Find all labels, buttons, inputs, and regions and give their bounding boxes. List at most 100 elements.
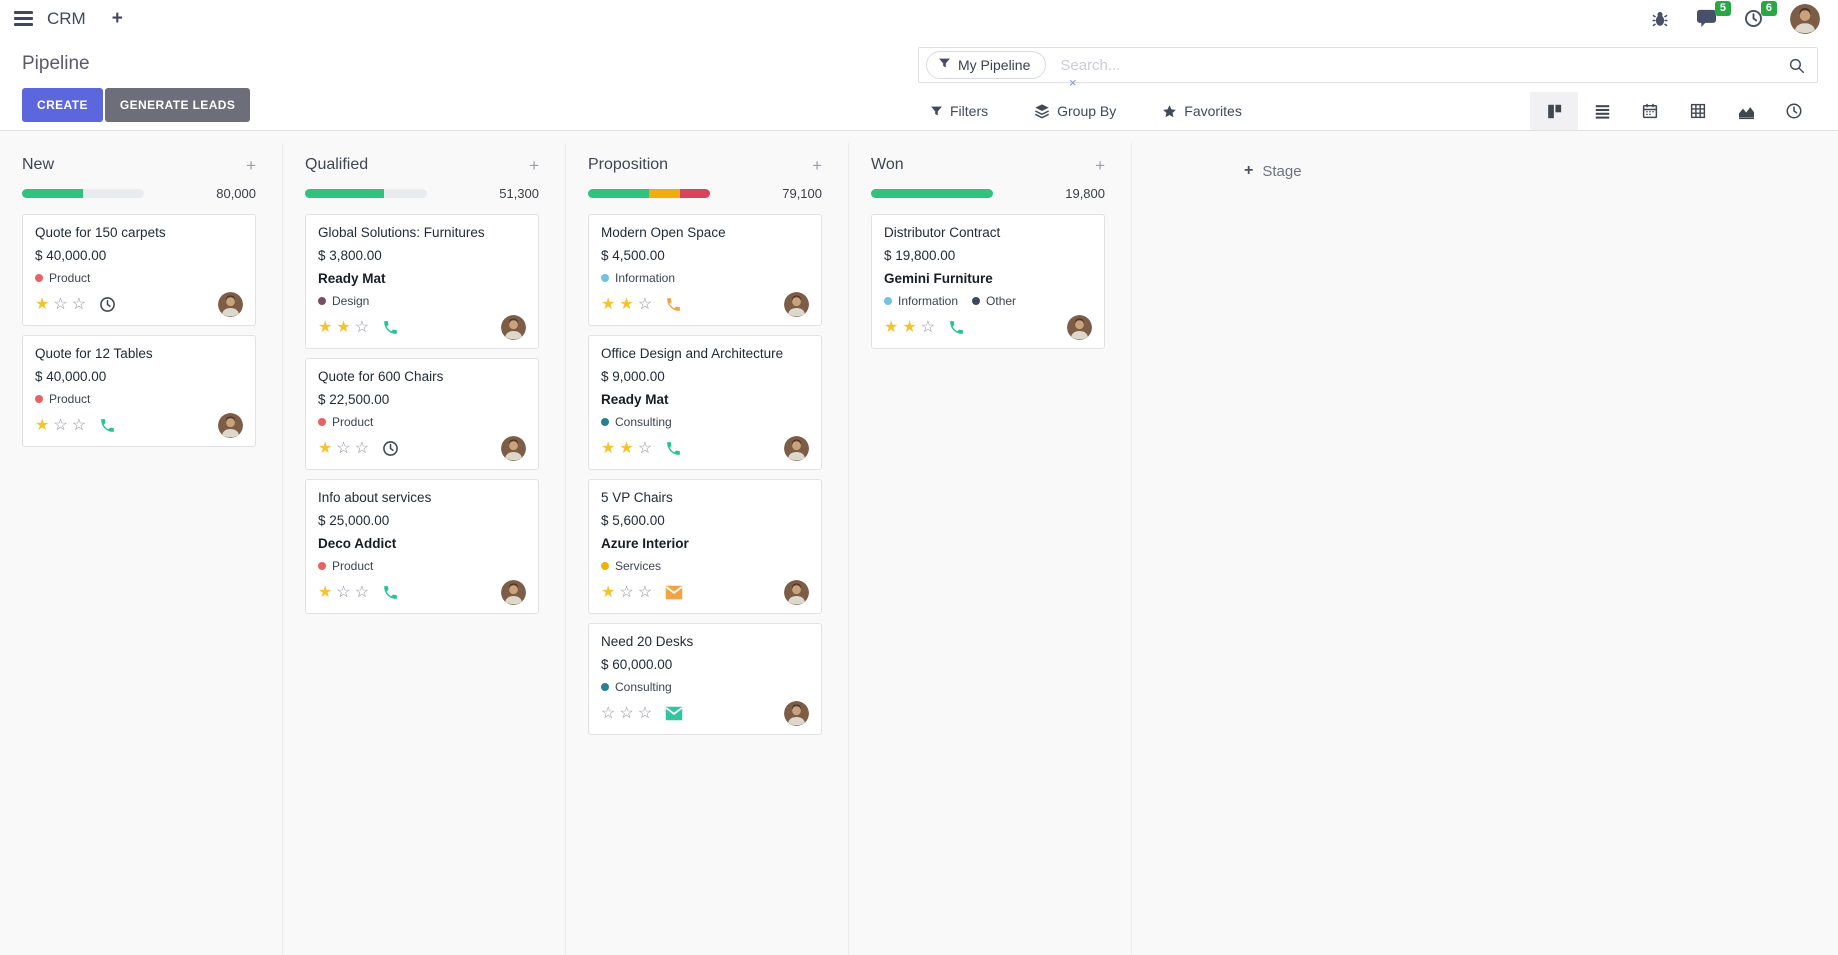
card-title: Office Design and Architecture — [601, 346, 784, 361]
phone-icon[interactable] — [382, 319, 399, 336]
kanban-card[interactable]: Info about services $ 25,000.00 Deco Addic… — [305, 479, 539, 614]
phone-icon[interactable] — [948, 319, 965, 336]
salesperson-avatar — [501, 436, 526, 461]
star-icon[interactable]: ★ — [902, 318, 917, 336]
progress-segment[interactable] — [649, 189, 680, 198]
star-icon[interactable]: ☆ — [336, 439, 351, 457]
kanban-card[interactable]: Quote for 150 carpets $ 40,000.00 Product ★… — [22, 214, 256, 326]
star-icon[interactable]: ★ — [619, 439, 634, 457]
quick-add-icon[interactable]: + — [812, 155, 822, 175]
star-icon[interactable]: ★ — [35, 295, 50, 313]
clock-icon[interactable] — [99, 296, 116, 313]
add-menu-icon[interactable]: + — [111, 8, 123, 29]
view-switch-pivot[interactable] — [1674, 92, 1722, 130]
view-switch-graph[interactable] — [1722, 92, 1770, 130]
create-button[interactable]: CREATE — [22, 88, 103, 122]
add-stage-button[interactable]: + Stage — [1244, 159, 1302, 183]
star-icon[interactable]: ★ — [884, 318, 899, 336]
phone-icon[interactable] — [665, 296, 682, 313]
tag-information: Information — [884, 294, 958, 308]
star-icon[interactable]: ★ — [601, 583, 616, 601]
quick-add-icon[interactable]: + — [246, 155, 256, 175]
envelope-icon[interactable] — [665, 706, 683, 721]
generate-leads-button[interactable]: GENERATE LEADS — [104, 88, 251, 122]
star-icon[interactable]: ☆ — [354, 439, 370, 457]
star-icon[interactable]: ★ — [318, 318, 333, 336]
star-icon[interactable]: ★ — [318, 583, 333, 601]
quick-add-icon[interactable]: + — [529, 155, 539, 175]
column-progressbar[interactable] — [305, 189, 427, 198]
column-progress-row: 79,100 — [588, 186, 822, 201]
column-progressbar[interactable] — [588, 189, 710, 198]
progress-segment[interactable] — [22, 189, 83, 198]
star-icon[interactable]: ☆ — [354, 583, 370, 601]
star-icon[interactable]: ☆ — [619, 704, 634, 722]
envelope-icon[interactable] — [665, 585, 683, 600]
star-icon[interactable]: ☆ — [637, 295, 653, 313]
view-switch-calendar[interactable] — [1626, 92, 1674, 130]
favorites-menu[interactable]: Favorites — [1162, 103, 1242, 119]
star-icon[interactable]: ★ — [336, 318, 351, 336]
card-list: Modern Open Space $ 4,500.00 Information ★ ★… — [588, 214, 822, 735]
star-icon[interactable]: ☆ — [920, 318, 936, 336]
search-facet-my-pipeline[interactable]: My Pipeline — [926, 51, 1047, 79]
kanban-card[interactable]: Global Solutions: Furnitures $ 3,800.00 Re… — [305, 214, 539, 349]
kanban-card[interactable]: Distributor Contract $ 19,800.00 Gemini Fu… — [871, 214, 1105, 349]
star-icon[interactable]: ★ — [35, 416, 50, 434]
group-by-menu[interactable]: Group By — [1034, 103, 1116, 119]
kanban-card[interactable]: Modern Open Space $ 4,500.00 Information ★ ★… — [588, 214, 822, 326]
star-icon[interactable]: ☆ — [354, 318, 370, 336]
kanban-card[interactable]: Need 20 Desks $ 60,000.00 Consulting ☆ ☆ ☆ — [588, 623, 822, 735]
messages-icon[interactable]: 5 — [1696, 1, 1731, 28]
debug-bug-icon[interactable] — [1651, 10, 1669, 28]
column-progressbar[interactable] — [871, 189, 993, 198]
kanban-card[interactable]: 5 VP Chairs $ 5,600.00 Azure Interior Servi… — [588, 479, 822, 614]
star-icon[interactable]: ★ — [601, 295, 616, 313]
star-icon[interactable]: ☆ — [637, 439, 653, 457]
progress-segment[interactable] — [871, 189, 993, 198]
filters-menu[interactable]: Filters — [930, 103, 988, 119]
star-icon[interactable]: ☆ — [71, 295, 87, 313]
kanban-card[interactable]: Quote for 12 Tables $ 40,000.00 Product ★ ☆ ☆ — [22, 335, 256, 447]
facet-remove-icon[interactable]: × — [1069, 75, 1077, 90]
search-icon[interactable] — [1788, 57, 1805, 74]
view-switch-activity[interactable] — [1770, 92, 1818, 130]
progress-segment[interactable] — [305, 189, 385, 198]
search-bar[interactable]: My Pipeline × — [918, 47, 1818, 89]
kanban-card[interactable]: Office Design and Architecture $ 9,000.00… — [588, 335, 822, 470]
star-icon[interactable]: ☆ — [53, 416, 68, 434]
view-switch-kanban[interactable] — [1530, 92, 1578, 130]
clock-icon[interactable] — [382, 440, 399, 457]
star-icon[interactable]: ☆ — [637, 583, 653, 601]
star-icon[interactable]: ☆ — [619, 583, 634, 601]
star-icon[interactable]: ★ — [318, 439, 333, 457]
progress-segment[interactable] — [588, 189, 649, 198]
activities-clock-icon[interactable]: 6 — [1744, 1, 1777, 28]
column-header: Qualified + — [305, 151, 539, 179]
star-icon[interactable]: ☆ — [601, 704, 616, 722]
apps-menu-icon[interactable] — [14, 11, 33, 26]
star-icon[interactable]: ☆ — [53, 295, 68, 313]
kanban-card[interactable]: Quote for 600 Chairs $ 22,500.00 Product ★ ☆… — [305, 358, 539, 470]
view-switch-list[interactable] — [1578, 92, 1626, 130]
app-name[interactable]: CRM — [47, 8, 86, 28]
salesperson-avatar — [784, 436, 809, 461]
star-icon[interactable]: ☆ — [637, 704, 653, 722]
star-icon[interactable]: ★ — [619, 295, 634, 313]
column-progressbar[interactable] — [22, 189, 144, 198]
card-footer: ★ ☆ ☆ — [35, 292, 243, 317]
search-input[interactable] — [1058, 55, 1788, 75]
progress-segment[interactable] — [679, 189, 710, 198]
phone-icon[interactable] — [382, 584, 399, 601]
user-avatar[interactable] — [1790, 3, 1820, 34]
star-icon[interactable]: ★ — [601, 439, 616, 457]
column-expected-revenue: 19,800 — [1065, 186, 1105, 201]
phone-icon[interactable] — [99, 417, 116, 434]
star-icon[interactable]: ☆ — [71, 416, 87, 434]
search-options-row: Filters Group By Favorites — [918, 92, 1818, 130]
quick-add-icon[interactable]: + — [1095, 155, 1105, 175]
star-icon[interactable]: ☆ — [336, 583, 351, 601]
salesperson-avatar — [784, 580, 809, 605]
salesperson-avatar — [784, 701, 809, 726]
phone-icon[interactable] — [665, 440, 682, 457]
